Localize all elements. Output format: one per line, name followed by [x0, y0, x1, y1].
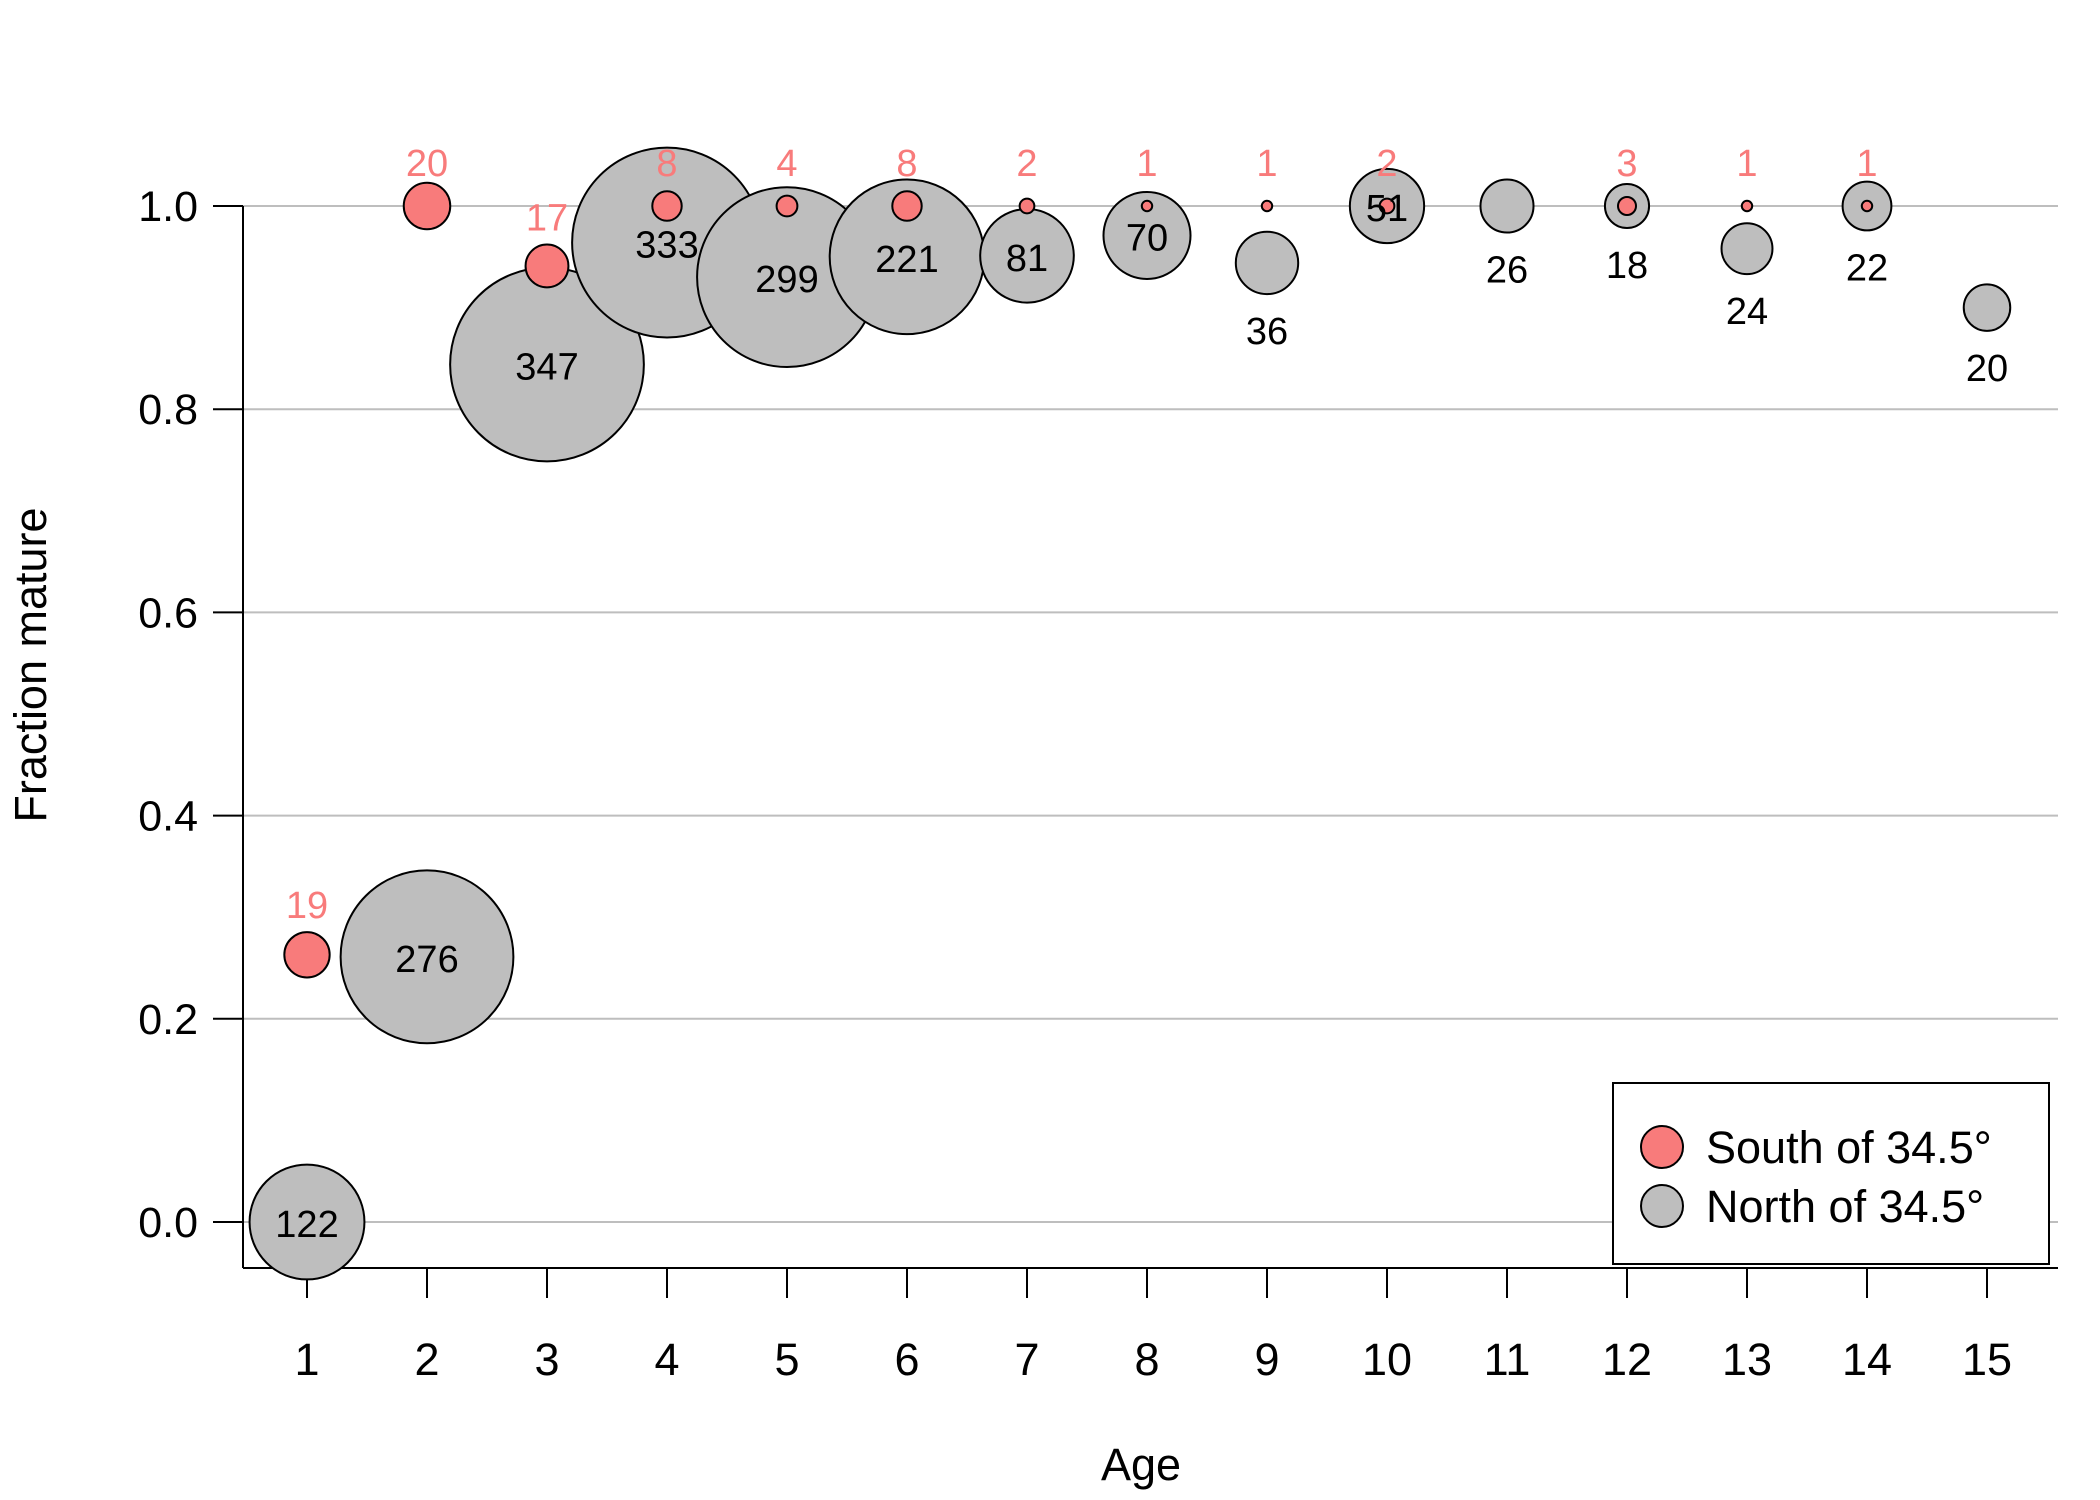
y-tick-label: 0.6 [138, 589, 198, 637]
y-tick-label: 0.8 [138, 386, 198, 434]
legend-marker-north [1640, 1184, 1684, 1228]
north-count-label: 20 [1966, 348, 2008, 390]
x-tick-label: 9 [1254, 1334, 1279, 1385]
legend-box [1612, 1082, 2050, 1265]
x-tick-label: 10 [1362, 1334, 1412, 1385]
north-count-label: 122 [275, 1204, 338, 1246]
x-tick-label: 4 [654, 1334, 679, 1385]
x-tick-label: 2 [414, 1334, 439, 1385]
north-point [248, 1163, 366, 1281]
x-tick-label: 7 [1014, 1334, 1039, 1385]
x-tick-label: 11 [1484, 1334, 1531, 1385]
north-count-label: 81 [1006, 238, 1048, 280]
south-count-label: 1 [1736, 143, 1757, 185]
north-count-label: 18 [1606, 245, 1648, 287]
south-count-label: 19 [286, 885, 328, 927]
x-axis-label: Age [1101, 1439, 1181, 1490]
x-tick-label: 15 [1962, 1334, 2012, 1385]
south-point [1616, 195, 1638, 217]
south-count-label: 1 [1256, 143, 1277, 185]
legend-marker-south [1640, 1125, 1684, 1169]
south-point [1860, 199, 1874, 213]
north-point [1720, 222, 1774, 276]
legend-label-south: South of 34.5° [1706, 1122, 1992, 1173]
y-tick-label: 0.2 [138, 996, 198, 1044]
legend-label-north: North of 34.5° [1706, 1181, 1984, 1232]
x-tick-label: 6 [894, 1334, 919, 1385]
x-tick-label: 1 [294, 1334, 319, 1385]
north-count-label: 22 [1846, 247, 1888, 289]
north-count-label: 276 [395, 939, 458, 981]
south-point [1260, 199, 1274, 213]
south-count-label: 20 [406, 143, 448, 185]
south-count-label: 17 [526, 198, 568, 240]
y-tick-label: 1.0 [138, 183, 198, 231]
north-count-label: 70 [1126, 217, 1168, 259]
north-point [339, 869, 515, 1045]
south-point [1378, 197, 1396, 215]
y-tick-label: 0.0 [138, 1199, 198, 1247]
north-count-label: 347 [515, 346, 578, 388]
x-tick-label: 8 [1134, 1334, 1159, 1385]
south-count-label: 3 [1616, 143, 1637, 185]
south-count-label: 1 [1136, 143, 1157, 185]
north-point [1102, 190, 1192, 280]
north-count-label: 333 [635, 225, 698, 267]
south-count-label: 1 [1856, 143, 1877, 185]
north-point [1962, 283, 2012, 332]
south-count-label: 2 [1016, 143, 1037, 185]
x-tick-label: 14 [1842, 1334, 1892, 1385]
south-count-label: 8 [896, 143, 917, 185]
south-point [1140, 199, 1154, 213]
south-point [651, 190, 683, 222]
south-count-label: 8 [656, 143, 677, 185]
data-points [248, 146, 2012, 1281]
north-count-label: 299 [755, 259, 818, 301]
x-tick-label: 3 [534, 1334, 559, 1385]
north-point [1234, 230, 1300, 296]
south-count-label: 4 [776, 143, 797, 185]
south-point [283, 931, 331, 979]
south-point [402, 181, 452, 231]
south-point [1740, 199, 1754, 213]
north-point [1479, 178, 1535, 234]
y-axis-label: Fraction mature [5, 507, 56, 822]
y-tick-label: 0.4 [138, 793, 198, 841]
south-point [1018, 197, 1036, 215]
north-count-label: 24 [1726, 291, 1768, 333]
x-tick-label: 12 [1602, 1334, 1652, 1385]
x-tick-label: 5 [774, 1334, 799, 1385]
legend: South of 34.5° North of 34.5° [1612, 1082, 2050, 1265]
x-tick-label: 13 [1722, 1334, 1772, 1385]
north-count-label: 221 [875, 239, 938, 281]
north-count-label: 51 [1366, 188, 1408, 230]
north-count-label: 26 [1486, 250, 1528, 292]
south-point [891, 190, 923, 222]
south-point [524, 243, 570, 289]
axes: 0.00.20.40.60.81.01 2 3 4 5 6 7 8 9 10 11 12 13 14 15 [138, 183, 2058, 1385]
south-point [775, 194, 799, 218]
north-count-label: 36 [1246, 311, 1288, 353]
south-count-label: 2 [1376, 143, 1397, 185]
